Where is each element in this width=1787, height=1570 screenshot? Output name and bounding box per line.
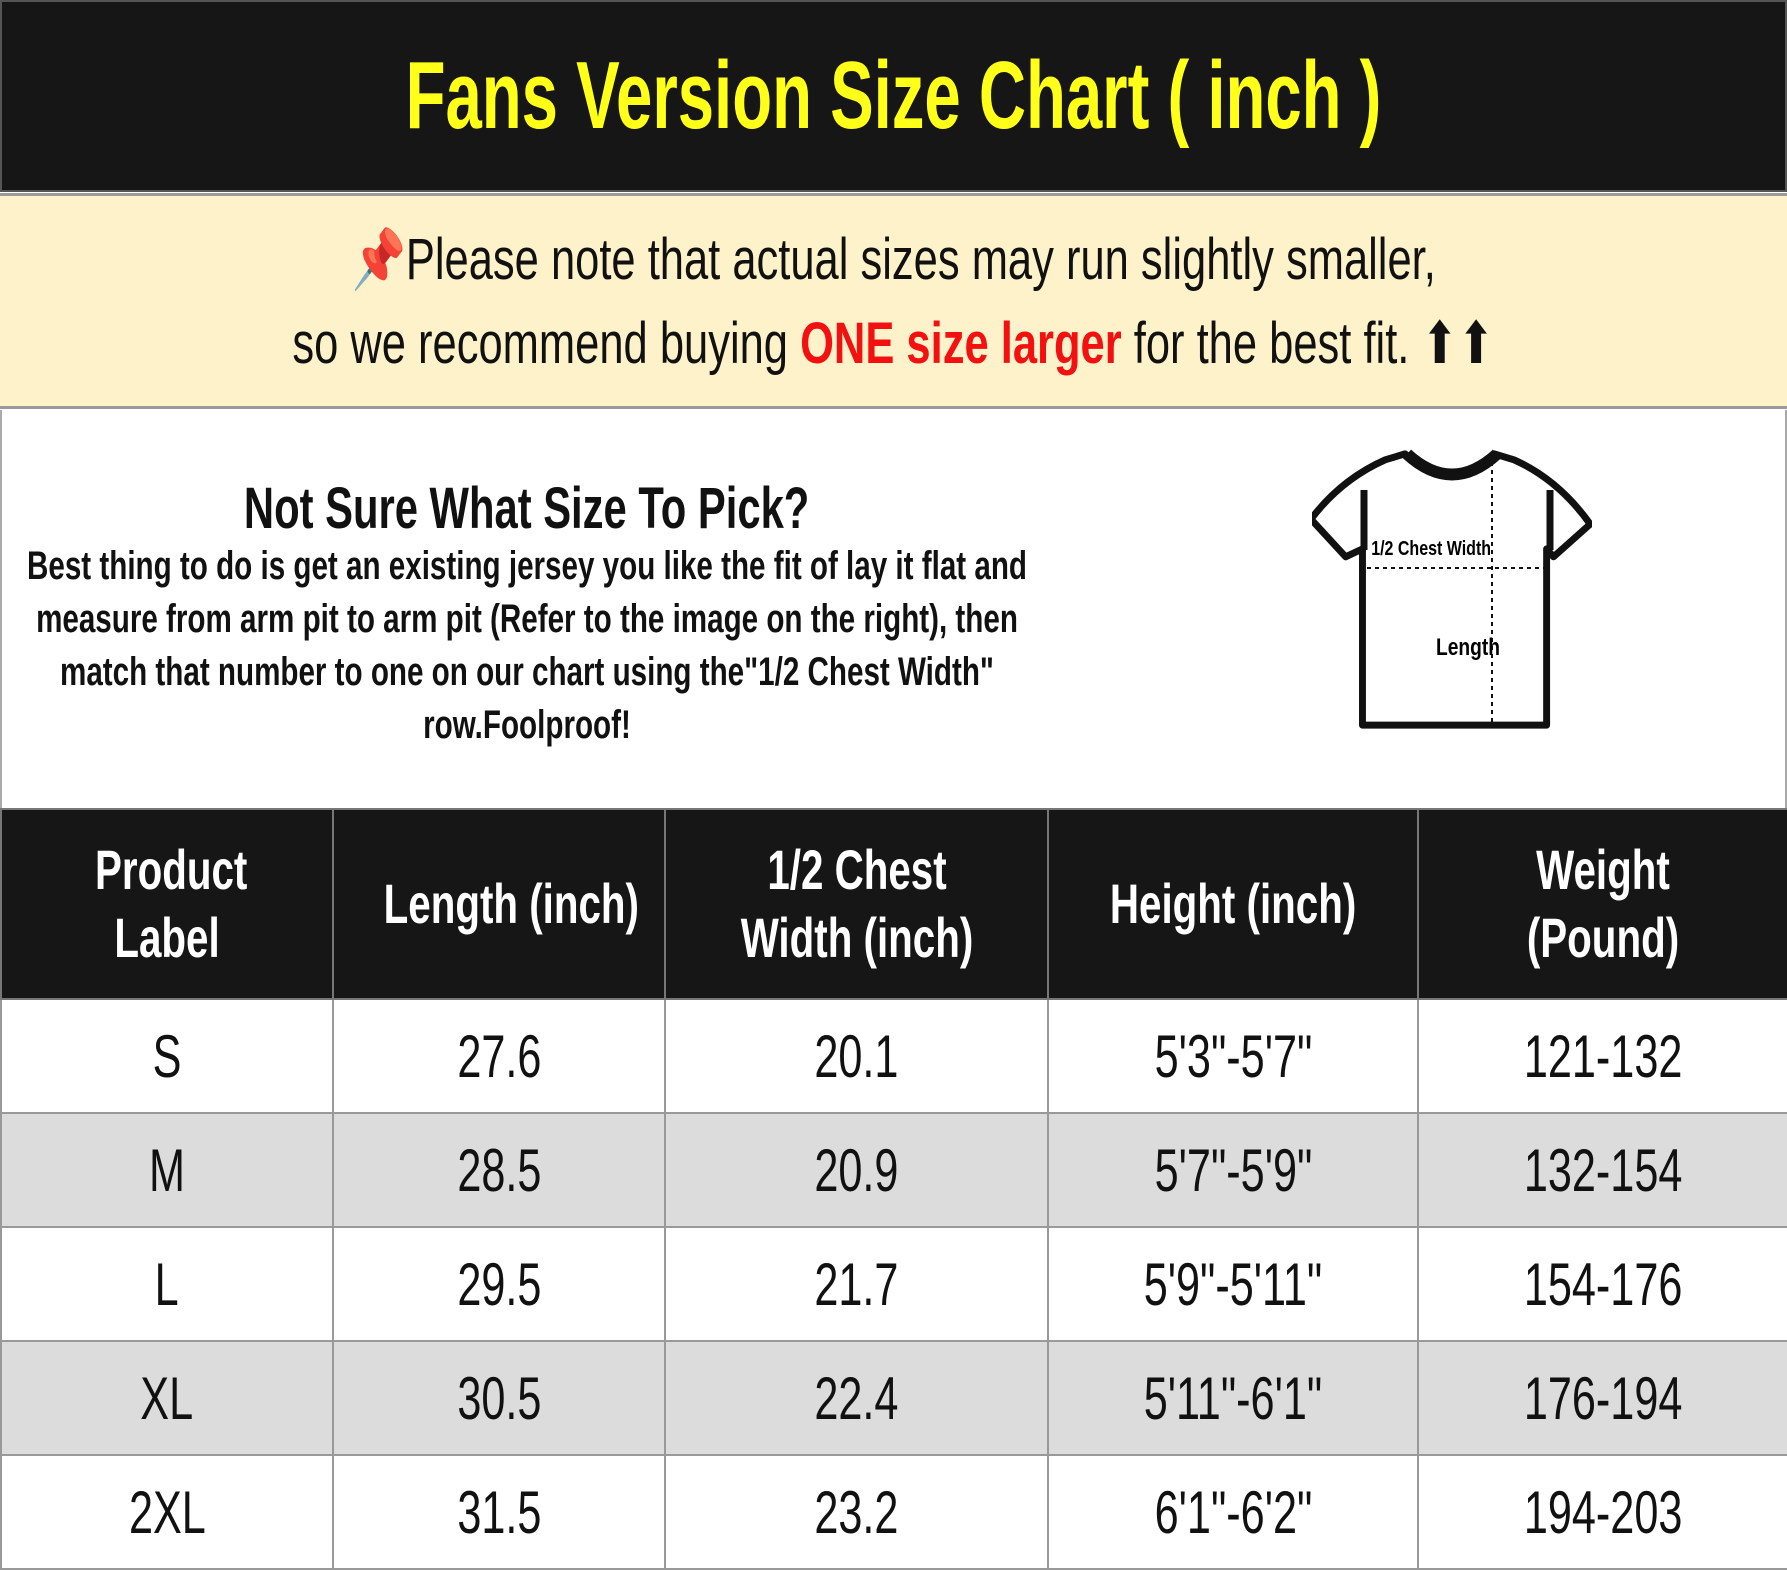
table-row: 2XL 31.5 23.2 6'1"-6'2" 194-203 <box>0 1454 1787 1570</box>
table-header-row: Product Label Length (inch) 1/2 Chest Wi… <box>0 808 1787 1000</box>
header-length: Length (inch) <box>332 808 666 1000</box>
sizing-note: 📌Please note that actual sizes may run s… <box>0 193 1787 409</box>
note-line-2-post: for the best fit. ⬆⬆ <box>1121 311 1495 376</box>
header-product-label: Product Label <box>0 808 334 1000</box>
size-table: Product Label Length (inch) 1/2 Chest Wi… <box>0 808 1787 1570</box>
note-line-2-pre: so we recommend buying <box>292 311 801 376</box>
note-line-1: Please note that actual sizes may run sl… <box>405 227 1436 292</box>
length-label: Length <box>1436 633 1500 661</box>
table-row: XL 30.5 22.4 5'11"-6'1" 176-194 <box>0 1340 1787 1456</box>
table-row: L 29.5 21.7 5'9"-5'11" 154-176 <box>0 1226 1787 1342</box>
guide-heading: Not Sure What Size To Pick? <box>244 476 810 541</box>
title-banner: Fans Version Size Chart ( inch ) <box>0 0 1787 192</box>
header-height: Height (inch) <box>1047 808 1419 1000</box>
chest-width-label: 1/2 Chest Width <box>1371 537 1491 559</box>
table-row: S 27.6 20.1 5'3"-5'7" 121-132 <box>0 998 1787 1114</box>
sizing-guide: Not Sure What Size To Pick? Best thing t… <box>0 410 1787 808</box>
note-highlight: ONE size larger <box>800 311 1122 376</box>
guide-body: Best thing to do is get an existing jers… <box>27 544 1027 747</box>
pushpin-icon: 📌 <box>351 227 406 292</box>
header-weight: Weight (Pound) <box>1417 808 1787 1000</box>
tshirt-diagram-icon: 1/2 Chest Width Length <box>1312 449 1592 729</box>
header-chest-width: 1/2 Chest Width (inch) <box>664 808 1049 1000</box>
table-row: M 28.5 20.9 5'7"-5'9" 132-154 <box>0 1112 1787 1228</box>
page-title: Fans Version Size Chart ( inch ) <box>405 42 1382 149</box>
